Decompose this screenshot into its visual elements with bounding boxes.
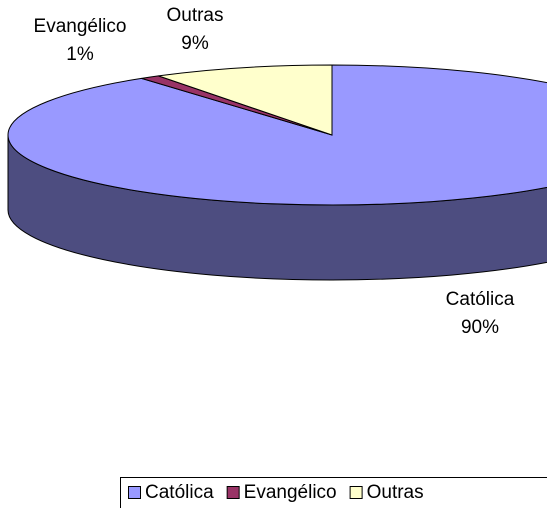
legend-swatch — [349, 486, 363, 499]
legend-label: Outras — [367, 482, 424, 503]
data-label-name: Evangélico — [34, 16, 127, 37]
slice — [158, 64, 333, 136]
legend: Católica Evangélico Outras — [120, 477, 547, 508]
legend-label: Evangélico — [244, 482, 337, 503]
legend-label: Católica — [145, 482, 214, 503]
data-label-name: Outras — [166, 5, 223, 26]
legend-box — [120, 477, 547, 508]
legend-swatch — [226, 486, 240, 499]
data-label-value: 90% — [461, 317, 499, 338]
data-label-name: Católica — [446, 289, 515, 310]
slice — [7, 64, 547, 206]
data-label-value: 9% — [181, 33, 209, 54]
data-label-value: 1% — [66, 44, 94, 65]
legend-swatch — [128, 486, 141, 499]
